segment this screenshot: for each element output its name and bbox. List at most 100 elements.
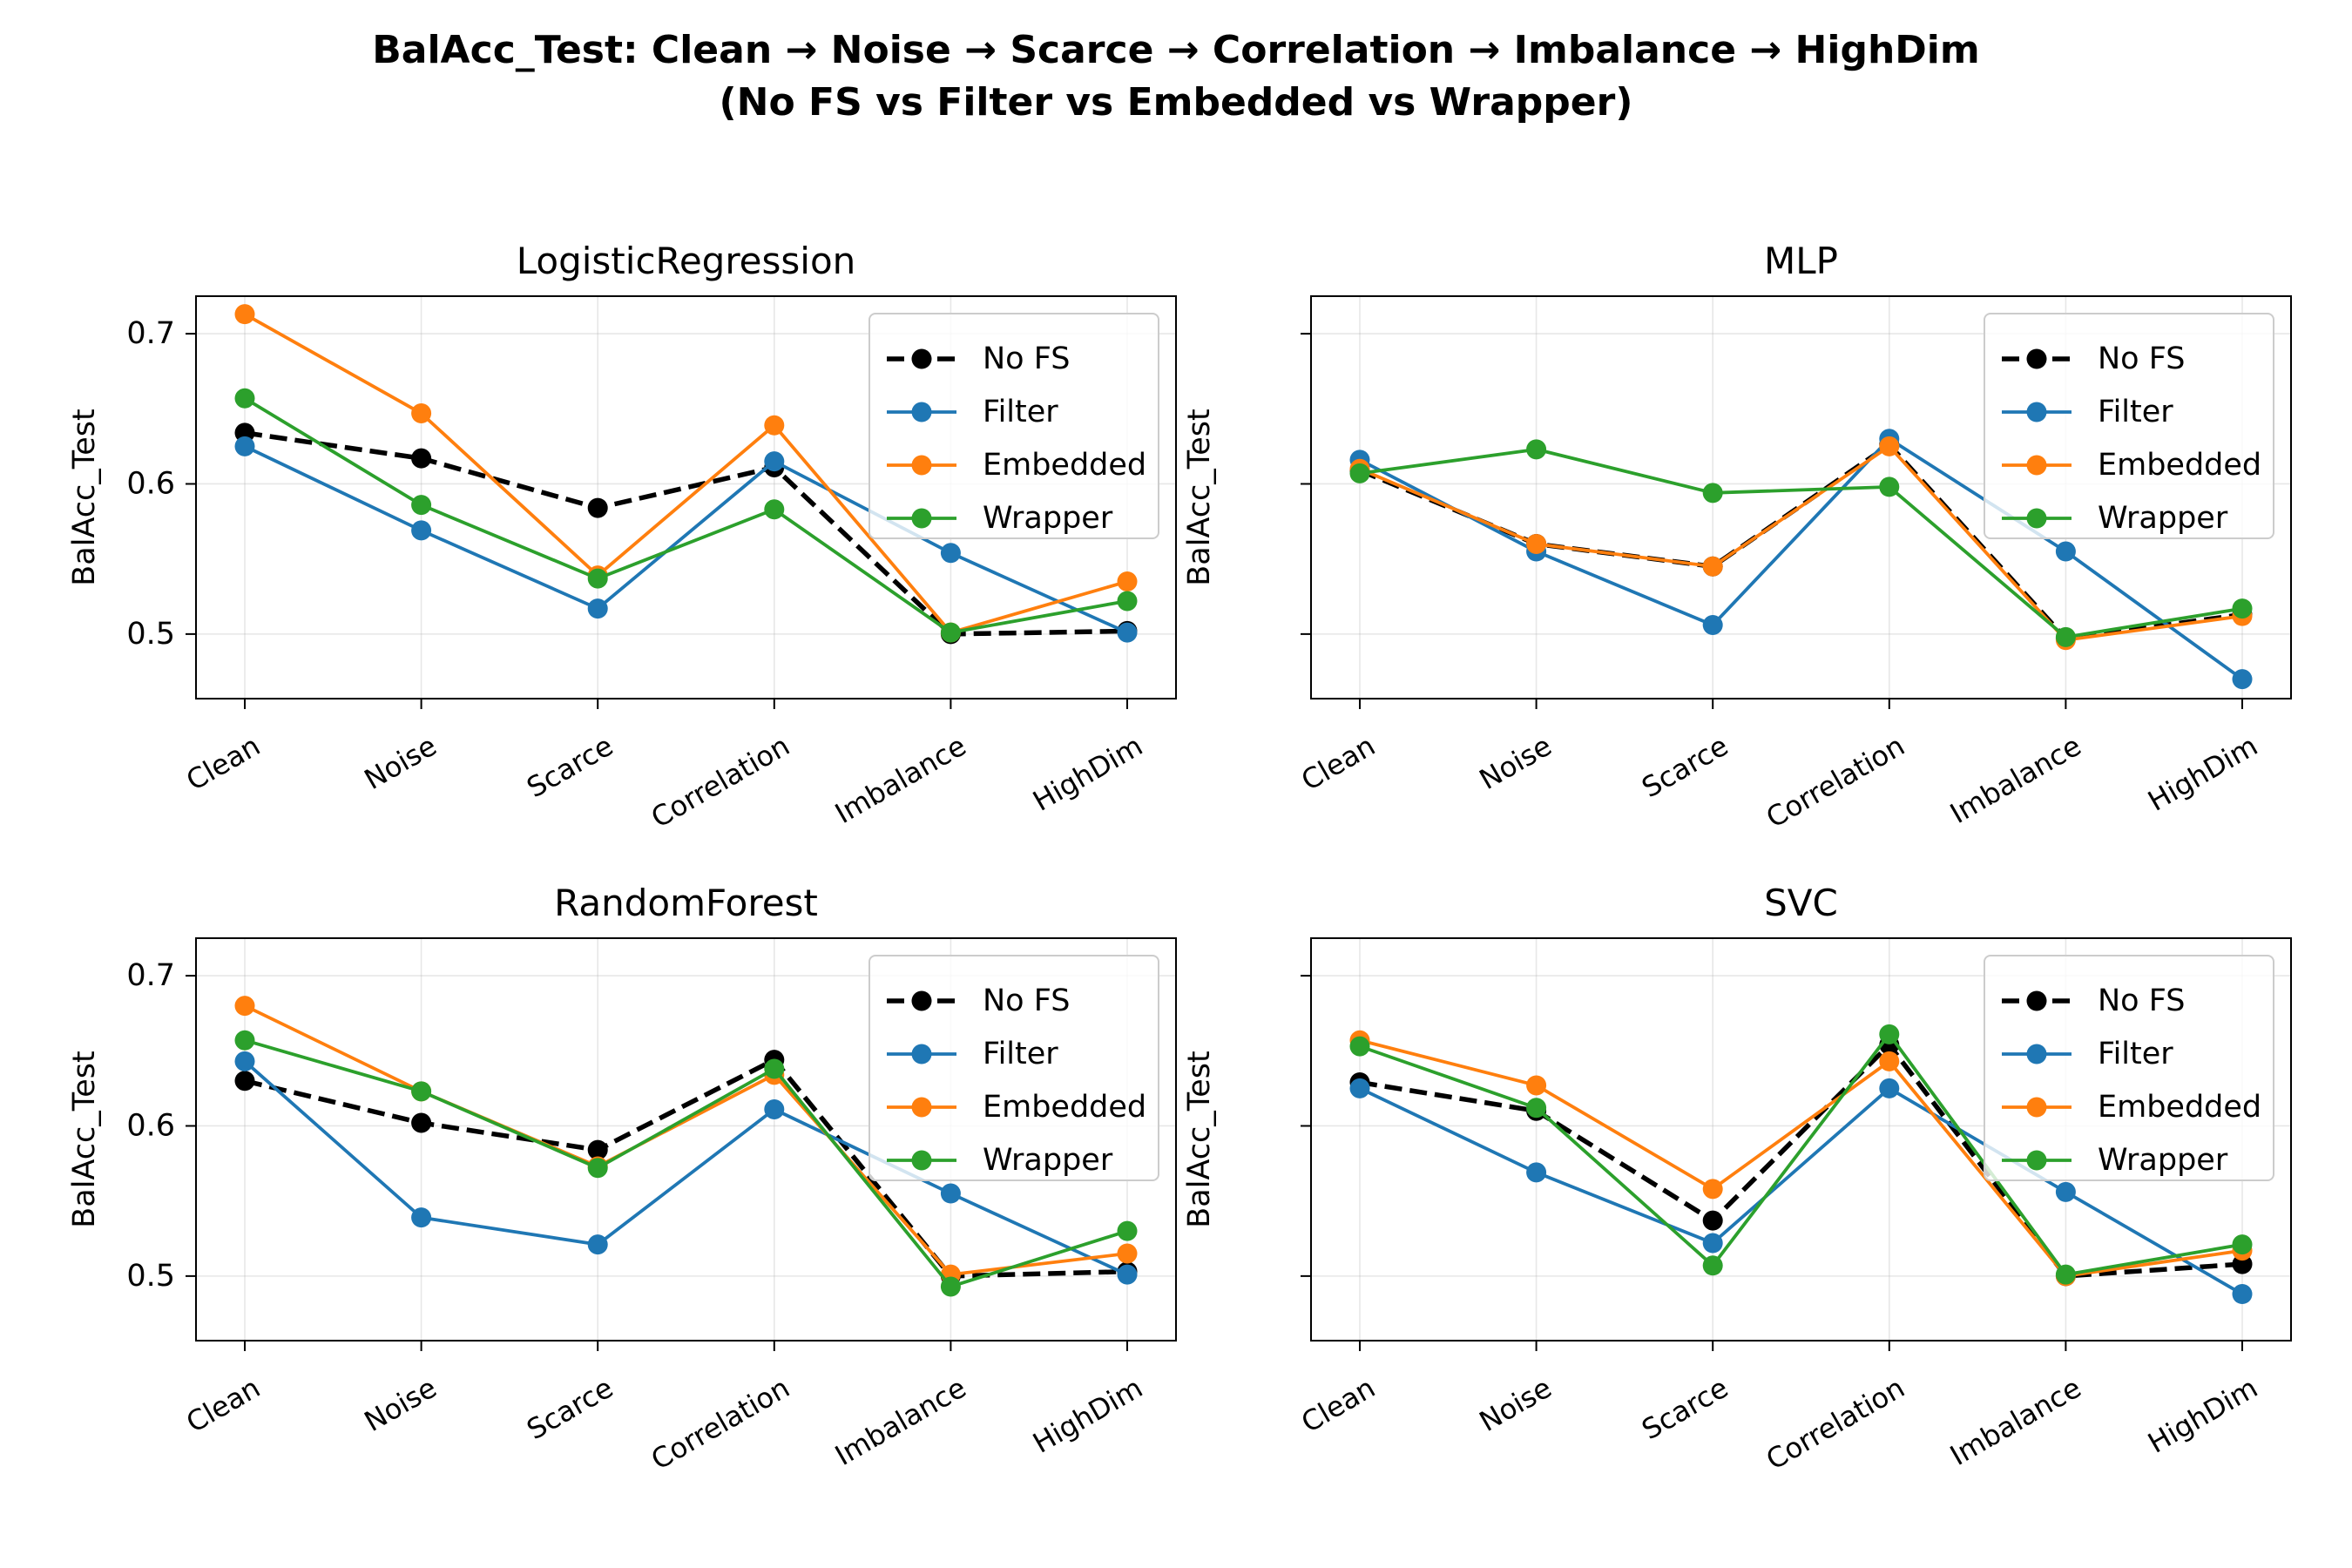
y-axis-label: BalAcc_Test (1182, 1051, 1217, 1227)
legend-label-filter: Filter (983, 395, 1058, 429)
data-point-filter (1117, 1264, 1138, 1285)
series-line-wrapper (244, 396, 1128, 635)
data-point-filter (1702, 1233, 1723, 1254)
data-point-no-fs (411, 1112, 432, 1133)
legend-label-embedded: Embedded (983, 448, 1146, 483)
legend-label-no-fs: No FS (2098, 983, 2185, 1018)
x-tick-label: HighDim (1027, 1371, 1148, 1460)
subplot-title: MLP (1764, 240, 1838, 282)
x-tick-label: Clean (1295, 729, 1381, 797)
data-point-wrapper (1117, 591, 1138, 612)
x-tick-label: Correlation (645, 729, 795, 835)
data-point-filter (940, 1183, 961, 1204)
legend-marker-filter (911, 402, 932, 422)
subplot-logistic-regression: Clean Noise Scarce Correlation Imbalance High… (67, 240, 1177, 835)
legend-label-wrapper: Wrapper (983, 1143, 1113, 1178)
data-point-wrapper (764, 499, 785, 520)
data-point-wrapper (940, 622, 961, 643)
figure-title-line-2: (No FS vs Filter vs Embedded vs Wrapper) (719, 80, 1633, 125)
y-tick-label: 0.5 (126, 617, 175, 652)
axes-frame (195, 295, 1177, 700)
data-point-embedded (1702, 1179, 1723, 1200)
legend-box (868, 955, 1159, 1181)
data-point-filter (940, 543, 961, 564)
legend-marker-filter (2026, 1044, 2047, 1064)
legend-box (1984, 313, 2274, 539)
x-tick-label: Scarce (521, 1371, 618, 1447)
x-tick-label: Imbalance (829, 729, 971, 830)
x-tick-label: HighDim (2142, 1371, 2263, 1460)
figure-title-line-1: BalAcc_Test: Clean → Noise → Scarce → Co… (372, 28, 1980, 72)
series-line-embedded (244, 313, 1128, 635)
data-point-embedded (1879, 1051, 1900, 1071)
legend-marker-filter (911, 1044, 932, 1064)
x-tick-label: Scarce (1636, 1371, 1734, 1447)
y-tick-label: 0.6 (126, 1108, 175, 1143)
x-tick-label: Correlation (1761, 729, 1910, 835)
legend-marker-wrapper (911, 1150, 932, 1171)
data-point-filter (1879, 1078, 1900, 1098)
x-tick-label: Imbalance (829, 1371, 971, 1472)
data-point-filter (2055, 1181, 2076, 1202)
y-axis-label: BalAcc_Test (1182, 409, 1217, 585)
x-tick-label: Noise (1474, 729, 1558, 796)
subplot-title: SVC (1764, 882, 1838, 924)
x-tick-label: Correlation (645, 1371, 795, 1477)
series-line-wrapper (1359, 1032, 2243, 1277)
legend-marker-filter (2026, 402, 2047, 422)
legend: No FS Filter Embedded Wrapper (1984, 313, 2274, 539)
data-point-no-fs (587, 497, 608, 518)
data-point-embedded (411, 402, 432, 423)
series-line-filter (1359, 1086, 2243, 1296)
legend-marker-no-fs (2026, 348, 2047, 369)
legend-label-embedded: Embedded (2098, 1090, 2261, 1125)
legend: No FS Filter Embedded Wrapper (868, 955, 1159, 1181)
data-point-filter (2232, 1284, 2253, 1305)
y-tick-label: 0.6 (126, 466, 175, 501)
data-point-wrapper (1526, 1098, 1547, 1119)
series-line-no-fs (244, 430, 1128, 637)
data-point-wrapper (2055, 626, 2076, 647)
legend-label-no-fs: No FS (983, 983, 1070, 1018)
x-tick-label: Clean (1295, 1371, 1381, 1439)
data-point-wrapper (587, 568, 608, 589)
data-point-wrapper (2055, 1264, 2076, 1285)
legend-label-wrapper: Wrapper (2098, 501, 2228, 536)
data-point-wrapper (1349, 463, 1370, 483)
series-line-filter (243, 1059, 1128, 1276)
x-tick-label: Imbalance (1944, 729, 2086, 830)
x-tick-label: Scarce (521, 729, 618, 805)
data-point-embedded (1526, 1075, 1547, 1096)
legend-marker-embedded (911, 1097, 932, 1118)
legend-label-wrapper: Wrapper (2098, 1143, 2228, 1178)
series-line-wrapper (1359, 447, 2243, 639)
subplot-mlp: Clean Noise Scarce Correlation Imbalance High… (1182, 240, 2292, 835)
data-point-embedded (1117, 1243, 1138, 1264)
legend-marker-wrapper (2026, 508, 2047, 529)
data-point-wrapper (1117, 1220, 1138, 1241)
data-point-filter (411, 1207, 432, 1228)
legend-marker-wrapper (2026, 1150, 2047, 1171)
subplot-title: LogisticRegression (517, 240, 856, 282)
subplot-random-forest: Clean Noise Scarce Correlation Imbalance High… (67, 882, 1177, 1477)
data-point-wrapper (1349, 1036, 1370, 1057)
data-point-wrapper (234, 388, 255, 409)
data-point-embedded (1879, 436, 1900, 456)
data-point-wrapper (234, 1030, 255, 1051)
data-point-filter (764, 1099, 785, 1120)
legend-label-no-fs: No FS (2098, 341, 2185, 376)
legend-marker-no-fs (911, 348, 932, 369)
data-point-filter (2055, 541, 2076, 562)
subplot-title: RandomForest (554, 882, 818, 924)
data-point-wrapper (1879, 1024, 1900, 1044)
data-point-embedded (234, 304, 255, 325)
series-line-embedded (1359, 444, 2243, 642)
legend-label-embedded: Embedded (2098, 448, 2261, 483)
axes-frame (1310, 937, 2292, 1342)
data-point-no-fs (234, 1071, 255, 1092)
data-point-filter (1117, 622, 1138, 643)
data-point-filter (2232, 669, 2253, 690)
legend-marker-no-fs (911, 990, 932, 1011)
x-tick-label: HighDim (2142, 729, 2263, 818)
legend: No FS Filter Embedded Wrapper (1984, 955, 2274, 1181)
